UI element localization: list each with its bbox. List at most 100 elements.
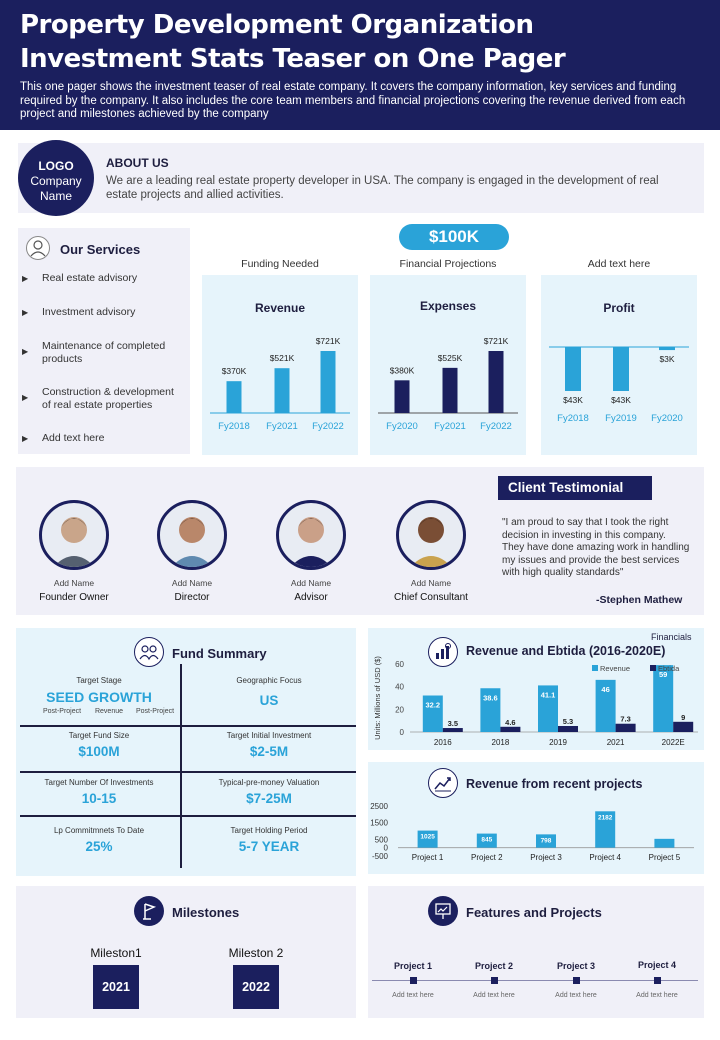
- funding-label-3: Add text here: [587, 258, 651, 270]
- avatar-body: [290, 556, 332, 567]
- growth-chart-icon: [428, 768, 458, 798]
- avatar-head: [298, 517, 324, 543]
- avatar-hair: [61, 518, 87, 527]
- fund-cell-label: Lp Commitmnets To Date: [53, 826, 145, 835]
- legend-swatch-ebtida: [650, 665, 656, 671]
- data-label: $3K: [659, 354, 674, 364]
- team-avatar: [396, 500, 466, 570]
- avatar-body: [171, 556, 213, 567]
- y-axis-label: Units: Millions of USD ($): [373, 656, 382, 740]
- service-item: Real estate advisory: [42, 272, 138, 284]
- fund-cell-value: $2-5M: [249, 744, 289, 759]
- testimonial-text: "I am proud to say that I took the right…: [502, 517, 690, 578]
- feature-title: Project 4: [637, 960, 677, 970]
- revenue-value-label: 59: [659, 670, 667, 679]
- team-member-role: Director: [174, 592, 210, 603]
- fund-cell-sublabel: Post-Project: [135, 708, 175, 715]
- data-label: $43K: [563, 395, 583, 405]
- bullet-arrow-icon: ▶: [22, 347, 29, 356]
- team-member-name: Add Name: [410, 578, 452, 588]
- team-member-role: Founder Owner: [39, 592, 109, 603]
- revenue-chart-icon: [428, 637, 458, 667]
- x-tick-label: Fy2018: [218, 421, 250, 432]
- fund-divider-vertical: [180, 664, 182, 868]
- page-description: This one pager shows the investment teas…: [20, 81, 686, 120]
- x-tick-label: 2019: [549, 738, 567, 747]
- about-text: We are a leading real estate property de…: [106, 175, 659, 201]
- revenue-value-label: 38.6: [483, 693, 498, 702]
- ebtida-bar: [615, 723, 636, 732]
- y-tick-label: 20: [395, 705, 404, 714]
- mini-chart-title: Profit: [603, 301, 635, 315]
- fund-summary-panel: [16, 628, 356, 876]
- feature-text: Add text here: [636, 992, 678, 999]
- y-tick-label: 500: [375, 835, 389, 844]
- ebtida-value-label: 7.3: [620, 715, 630, 724]
- ebtida-value-label: 3.5: [448, 719, 458, 728]
- bar: [274, 368, 290, 413]
- fund-cell-label: Target Holding Period: [230, 826, 308, 835]
- about-panel: [18, 143, 704, 213]
- x-tick-label: Fy2021: [266, 421, 298, 432]
- x-tick-label: 2016: [434, 738, 452, 747]
- fund-cell-value: $100M: [78, 744, 120, 759]
- recent-projects-title: Revenue from recent projects: [466, 777, 643, 791]
- milestone-label: Mileston 2: [228, 946, 284, 960]
- avatar-body: [53, 556, 95, 567]
- bar: [659, 347, 675, 351]
- avatar-portrait: [171, 517, 213, 567]
- x-tick-label: Fy2020: [386, 421, 418, 432]
- data-label: $380K: [390, 365, 415, 375]
- testimonial-heading: Client Testimonial: [498, 476, 652, 500]
- x-tick-label: 2018: [492, 738, 510, 747]
- ebtida-bar: [558, 725, 578, 732]
- mini-chart-svg: $43K Fy2018 $43K Fy2019 $3K Fy2020: [549, 346, 689, 424]
- services-heading: Our Services: [60, 242, 141, 257]
- revenue-ebtida-chart: 0 20 40 60 Units: Millions of USD ($) 32.2 3.5…: [373, 656, 698, 747]
- mini-chart-svg: $370K Fy2018 $521K Fy2021 $721K Fy2022: [210, 336, 350, 432]
- testimonial-author: -Stephen Mathew: [596, 594, 683, 606]
- revenue-ebtida-title: Revenue and Ebtida (2016-2020E): [466, 644, 666, 658]
- fund-cell-sublabel: Post-Project: [42, 708, 82, 715]
- ebtida-bar: [442, 728, 463, 732]
- fund-summary-heading: Fund Summary: [172, 646, 267, 661]
- fund-cell-value: 5-7 YEAR: [238, 839, 300, 854]
- fund-cell-label: Target Stage: [76, 676, 122, 685]
- presentation-icon: [428, 896, 458, 926]
- milestone-year: 2021: [93, 965, 139, 1009]
- x-tick-label: 2022E: [662, 738, 685, 747]
- revenue-bar: [595, 679, 616, 732]
- y-tick-label: 60: [395, 660, 404, 669]
- project-value-label: 845: [481, 837, 492, 844]
- bar: [226, 381, 242, 413]
- about-heading: ABOUT US: [106, 156, 169, 170]
- ebtida-bar: [500, 726, 521, 732]
- company-logo: LOGO Company Name: [18, 140, 94, 216]
- x-tick-label: Fy2022: [312, 421, 344, 432]
- services-panel: [18, 228, 190, 454]
- team-avatar: [157, 500, 227, 570]
- feature-text: Add text here: [392, 992, 434, 999]
- project-value-label: 798: [541, 837, 552, 844]
- milestones-heading: Milestones: [172, 905, 240, 920]
- features-timeline-line: [372, 980, 698, 981]
- fund-cell-label: Target Initial Investment: [226, 731, 312, 740]
- fund-cell-value: SEED GROWTH: [46, 689, 152, 705]
- project-value-label: 1025: [420, 834, 435, 841]
- revenue-bar: [538, 685, 558, 732]
- timeline-marker: [410, 977, 417, 984]
- team-member-role: Chief Consultant: [394, 592, 468, 603]
- person-icon: [26, 236, 50, 260]
- fund-cell-label: Geographic Focus: [236, 676, 302, 685]
- x-tick-label: Fy2021: [434, 421, 466, 432]
- recent-projects-panel: [368, 762, 704, 874]
- funding-label-1: Funding Needed: [241, 258, 319, 270]
- ebtida-value-label: 5.3: [563, 717, 573, 726]
- x-tick-label: Fy2022: [480, 421, 512, 432]
- team-avatar: [276, 500, 346, 570]
- avatar-portrait: [410, 517, 452, 567]
- milestones-panel: [16, 886, 356, 1018]
- y-tick-label: -500: [372, 852, 389, 861]
- team-member-name: Add Name: [53, 578, 95, 588]
